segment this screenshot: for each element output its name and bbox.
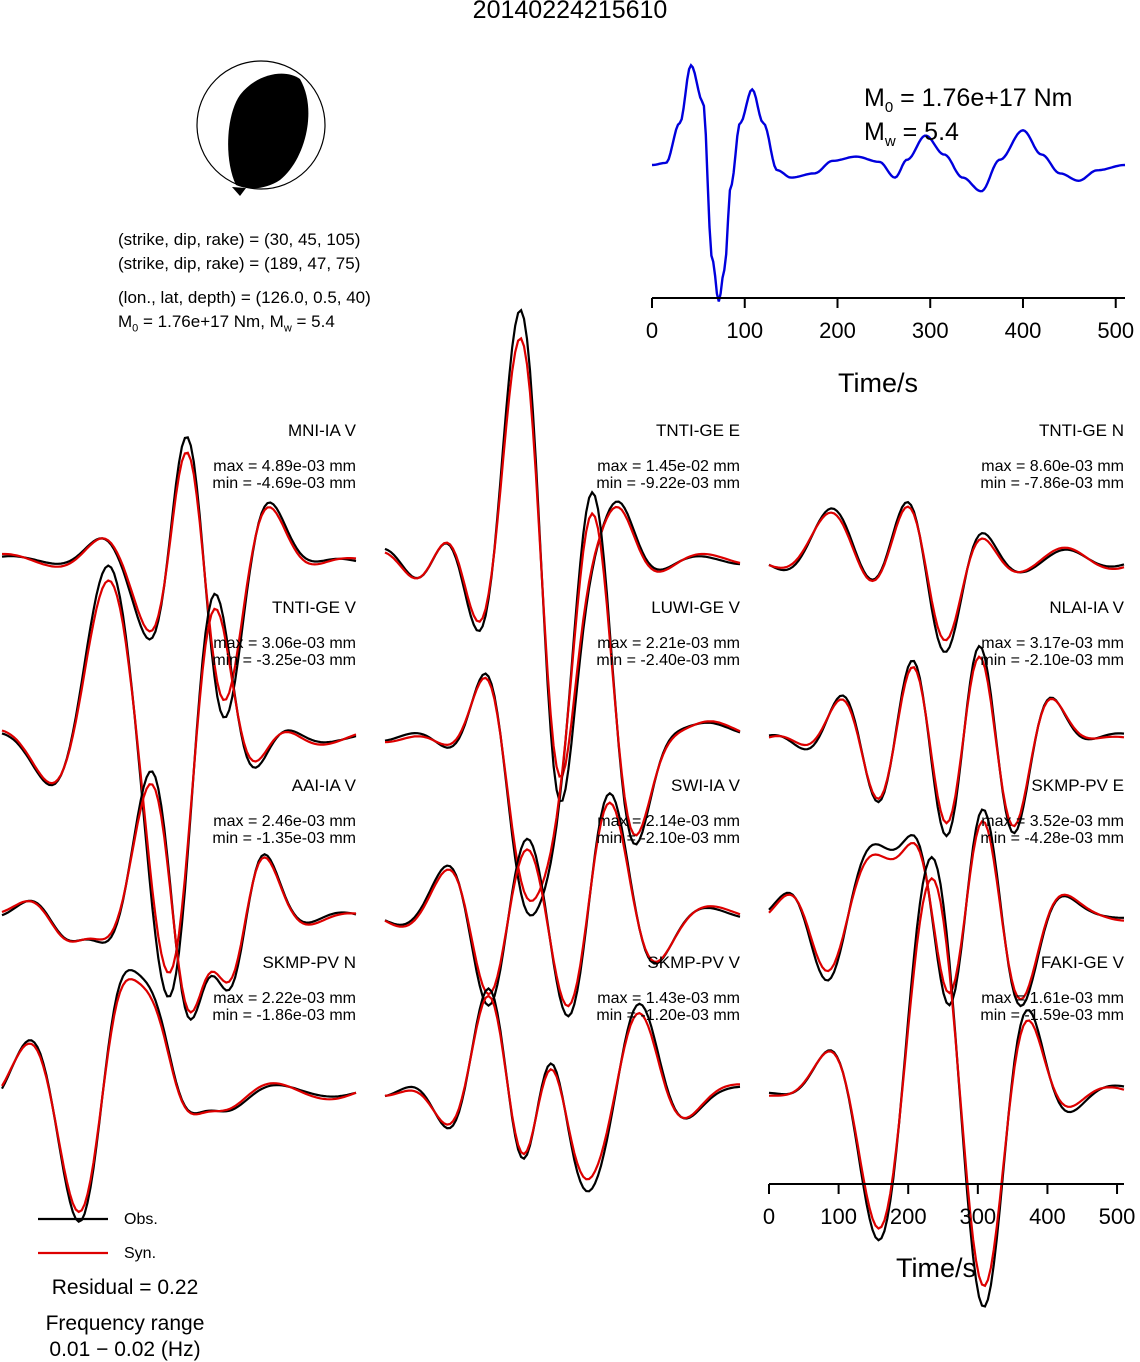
waveform-syn-line [384,336,741,778]
bottom-xlabel: Time/s [896,1253,976,1283]
panel-station-label: MNI-IA V [287,421,356,440]
panel-min-label: min = -2.40e-03 mm [596,652,740,669]
panel-min-label: min = -1.35e-03 mm [212,830,356,847]
residual: Residual = 0.22 [51,1276,199,1299]
waveform-syn-line [1,783,357,1014]
waveform-obs-line [768,644,1125,838]
bottom-axis [768,1183,1124,1194]
waveform-syn-line [769,876,1125,1288]
panel-min-label: min = -4.28e-03 mm [980,830,1124,847]
panel-min-label: min = -2.10e-03 mm [596,830,740,847]
freq-range-label: Frequency range [45,1312,205,1335]
bottom-x-tick-label: 400 [1029,1204,1066,1229]
panel-min-label: min = -9.22e-03 mm [596,475,740,492]
waveform-obs-line [768,808,1124,1008]
panel-min-label: min = -3.25e-03 mm [212,652,356,669]
stf-x-tick-label: 100 [726,318,764,343]
legend-syn-label: Syn. [124,1245,157,1262]
beachball-compression-tail [232,187,246,196]
stf-x-tick-label: 200 [819,318,856,343]
moment-line: M0 = 1.76e+17 Nm, Mw = 5.4 [118,312,335,335]
stf-x-tick-label: 400 [1004,318,1042,343]
panel-station-label: SKMP-PV E [1031,776,1124,795]
waveform-syn-line [2,451,357,702]
bottom-x-tick-label: 300 [959,1204,997,1229]
waveform-syn-line [384,801,741,1008]
stf-x-tick-label: 300 [911,318,949,343]
panel-min-label: min = -1.59e-03 mm [980,1007,1124,1024]
panel-max-label: max = 2.22e-03 mm [213,990,356,1007]
bottom-x-tick-label: 500 [1098,1204,1136,1229]
panel-station-label: FAKI-GE V [1040,953,1124,972]
bottom-x-tick-label: 0 [762,1204,776,1229]
bottom-x-tick-label: 200 [889,1204,927,1229]
stf-plot [651,63,1126,308]
panel-max-label: max = 1.43e-03 mm [597,990,740,1007]
waveform-obs-line [768,855,1125,1308]
panel-max-label: max = 4.89e-03 mm [213,458,356,475]
panel-min-label: min = -2.10e-03 mm [980,652,1124,669]
sdr-1: (strike, dip, rake) = (30, 45, 105) [118,230,361,249]
panel-max-label: max = 3.17e-03 mm [981,635,1124,652]
panel-station-label: TNTI-GE V [271,598,356,617]
stf-curve [651,63,1126,302]
panel-max-label: max = 3.52e-03 mm [981,813,1124,830]
waveform-obs-line [768,500,1125,653]
legend-obs-label: Obs. [124,1211,158,1228]
bottom-x-tick-label: 100 [820,1204,857,1229]
beachball-compression-quadrant [228,73,309,189]
panel-max-label: max = 1.45e-02 mm [597,458,740,475]
panel-station-label: TNTI-GE E [655,421,740,440]
panel-station-label: LUWI-GE V [651,598,740,617]
waveform-syn-line [1,978,357,1214]
waveform-panels [1,308,1125,1308]
panel-max-label: max = 2.14e-03 mm [597,813,740,830]
stf-mw: Mw = 5.4 [864,118,959,150]
panel-station-label: NLAI-IA V [1049,598,1124,617]
waveform-syn-line [384,994,740,1181]
panel-min-label: min = -4.69e-03 mm [212,475,356,492]
waveform-syn-line [768,505,1125,642]
waveform-syn-line [768,819,1125,1001]
beachball [196,60,326,196]
stf-x-tick-label: 0 [645,318,659,343]
sdr-2: (strike, dip, rake) = (189, 47, 75) [118,254,361,273]
stf-x-tick-label: 500 [1097,318,1135,343]
panel-max-label: max = 2.46e-03 mm [213,813,356,830]
panel-station-label: SKMP-PV V [647,953,740,972]
waveform-syn-line [768,655,1125,828]
waveform-obs-line [384,490,741,917]
panel-station-label: TNTI-GE N [1039,421,1124,440]
panel-station-label: SWI-IA V [671,776,740,795]
waveform-obs-line [1,770,357,1022]
panel-station-label: SKMP-PV N [262,953,356,972]
stf-m0: M0 = 1.76e+17 Nm [864,84,1073,116]
legend-lines [38,1217,108,1255]
panel-max-label: max = 8.60e-03 mm [981,458,1124,475]
freq-range-value: 0.01 − 0.02 (Hz) [49,1338,201,1361]
panel-station-label: AAI-IA V [291,776,356,795]
panel-max-label: max = 1.61e-03 mm [981,990,1124,1007]
waveform-syn-line [1,579,357,974]
waveform-syn-line [384,511,741,903]
panel-min-label: min = -1.86e-03 mm [212,1007,356,1024]
panel-min-label: min = -7.86e-03 mm [980,475,1124,492]
stf-xlabel: Time/s [838,368,918,398]
panel-max-label: max = 3.06e-03 mm [213,635,356,652]
waveform-obs-line [1,436,357,719]
panel-max-label: max = 2.21e-03 mm [597,635,740,652]
event-id-title: 20140224215610 [472,0,668,24]
location-line: (lon., lat, depth) = (126.0, 0.5, 40) [118,288,371,307]
panel-min-label: min = -1.20e-03 mm [596,1007,740,1024]
